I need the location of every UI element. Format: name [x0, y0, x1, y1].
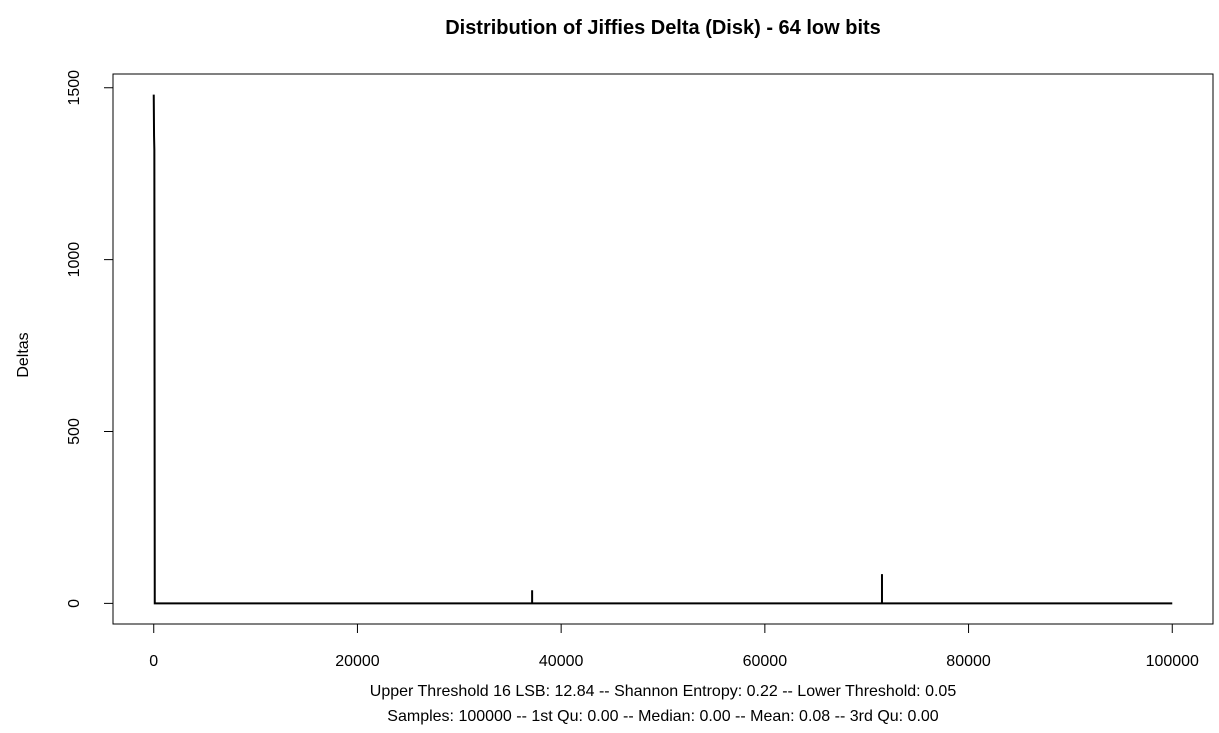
- subtitle-line-1: Upper Threshold 16 LSB: 12.84 -- Shannon…: [370, 683, 957, 700]
- x-tick-label: 80000: [946, 653, 991, 670]
- series-layer: [152, 94, 1173, 605]
- y-tick-label: 1000: [66, 242, 83, 278]
- x-axis: 0 20000 40000 60000 80000 100000: [149, 623, 1199, 670]
- y-tick-label: 1500: [66, 70, 83, 106]
- x-tick-label: 0: [149, 653, 158, 670]
- series-line: [152, 94, 1173, 605]
- y-tick-label: 500: [66, 418, 83, 445]
- plot-frame: [112, 73, 1214, 625]
- y-tick-label: 0: [66, 599, 83, 608]
- x-tick-label: 40000: [539, 653, 584, 670]
- x-tick-label: 100000: [1146, 653, 1199, 670]
- chart-title: Distribution of Jiffies Delta (Disk) - 6…: [445, 17, 881, 39]
- x-tick-label: 20000: [335, 653, 380, 670]
- y-axis-label: Deltas: [15, 332, 32, 377]
- subtitle-line-2: Samples: 100000 -- 1st Qu: 0.00 -- Media…: [387, 708, 938, 725]
- x-tick-label: 60000: [743, 653, 788, 670]
- y-axis: 0 500 1000 1500: [66, 70, 114, 608]
